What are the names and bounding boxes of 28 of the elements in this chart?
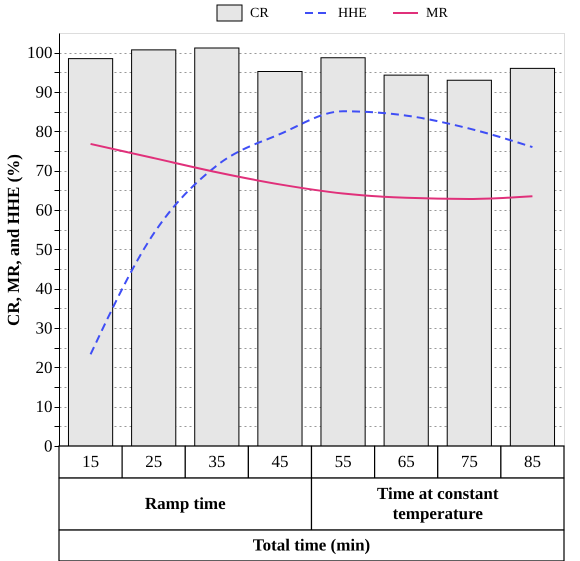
line-series	[90, 110, 534, 356]
x-tick-label: 25	[145, 452, 162, 471]
y-tick-label: 100	[27, 43, 52, 62]
y-tick-label: 80	[36, 122, 52, 141]
y-tick-label: 50	[36, 240, 52, 259]
legend-label: CR	[250, 6, 270, 21]
y-tick-label: 30	[36, 318, 52, 338]
y-tick-label: 90	[36, 82, 52, 102]
x-tick-label: 85	[524, 452, 541, 471]
legend-label: HHE	[338, 6, 367, 21]
x-tick-label: 35	[208, 452, 226, 471]
x-tick-label: 65	[398, 452, 415, 471]
y-tick-label: 60	[36, 200, 52, 220]
text: Ramp time	[144, 494, 226, 513]
y-tick-label: 40	[36, 279, 52, 298]
y-axis-title: CR, MR, and HHE (%)	[4, 154, 23, 326]
y-tick-label: 10	[36, 397, 52, 416]
y-tick-label: 20	[36, 358, 52, 377]
text: Time at constant temperature	[376, 484, 499, 523]
y-tick-label: 0	[44, 436, 52, 456]
x-axis-title: Total time (min)	[252, 536, 370, 554]
line-series	[90, 142, 534, 200]
y-tick-label: 70	[36, 161, 52, 180]
x-tick-label: 15	[82, 452, 100, 471]
x-tick-label: 55	[334, 452, 352, 471]
x-tick-label: 45	[271, 452, 288, 471]
x-tick-label: 75	[460, 452, 478, 471]
legend-label: MR	[426, 6, 448, 21]
